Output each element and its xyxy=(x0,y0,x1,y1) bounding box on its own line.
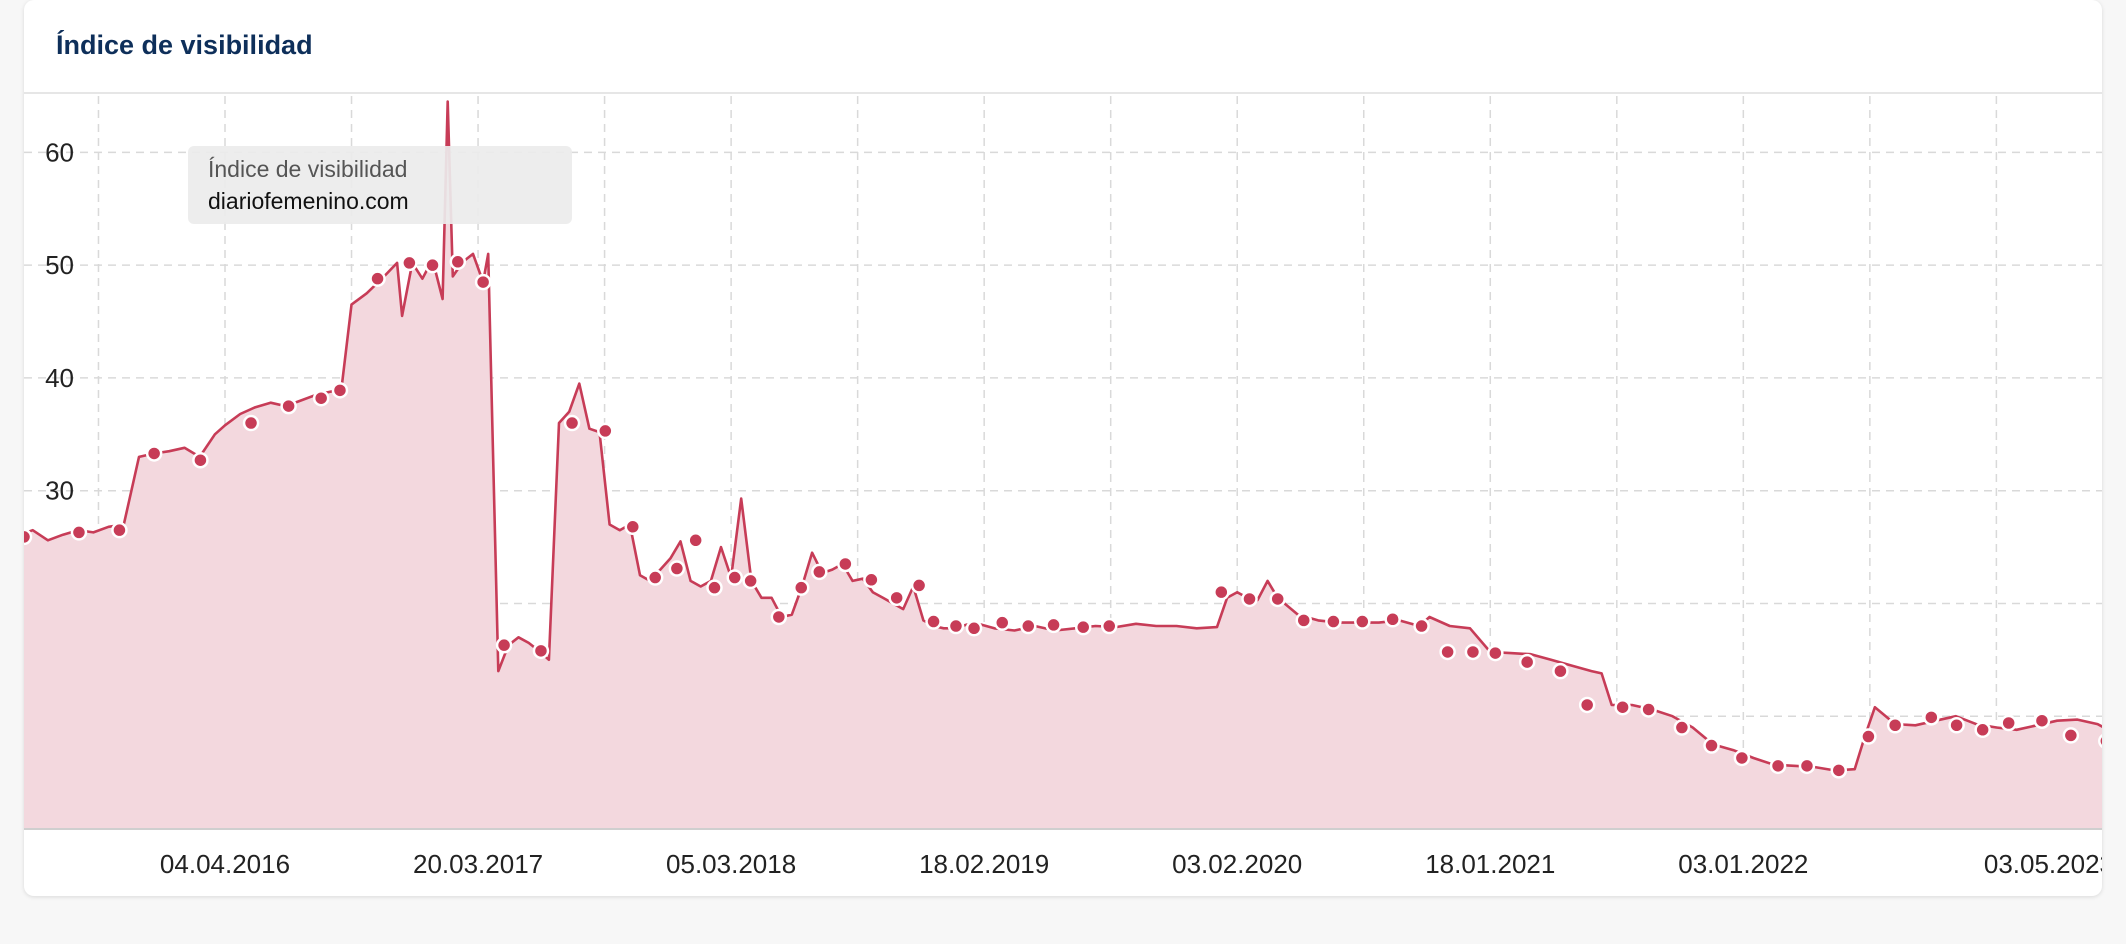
data-point xyxy=(1703,737,1720,754)
data-point xyxy=(2033,712,2051,729)
x-tick-label: 03.01.2022 xyxy=(1678,849,1808,879)
data-point xyxy=(424,256,441,274)
data-point xyxy=(1578,696,1596,714)
data-point xyxy=(111,521,128,539)
data-point xyxy=(811,563,828,581)
data-point xyxy=(474,273,492,291)
data-point xyxy=(742,572,759,590)
visibility-chart[interactable]: 10203040506004.04.201620.03.201705.03.20… xyxy=(24,0,2102,896)
data-point xyxy=(687,532,704,549)
data-point xyxy=(495,636,513,654)
data-point xyxy=(668,560,686,577)
data-point xyxy=(1213,583,1230,601)
y-tick-label: 30 xyxy=(45,476,74,506)
x-tick-label: 04.04.2016 xyxy=(160,849,290,879)
x-tick-label: 18.01.2021 xyxy=(1425,849,1555,879)
data-point xyxy=(1860,728,1877,745)
data-point xyxy=(1640,701,1657,718)
data-point xyxy=(1020,617,1037,635)
data-point xyxy=(369,270,386,287)
x-tick-label: 03.05.2023 xyxy=(1984,849,2102,879)
data-point xyxy=(1354,613,1371,630)
data-point xyxy=(624,518,642,536)
data-point xyxy=(1733,749,1751,767)
data-point xyxy=(947,617,965,635)
series-area xyxy=(24,101,2102,829)
card-title: Índice de visibilidad xyxy=(56,30,313,60)
data-point xyxy=(1552,662,1569,680)
data-point xyxy=(280,397,297,415)
y-tick-label: 50 xyxy=(45,250,74,280)
x-tick-label: 05.03.2018 xyxy=(666,849,796,879)
x-tick-label: 03.02.2020 xyxy=(1172,849,1302,879)
data-point xyxy=(1830,762,1848,779)
data-point xyxy=(706,579,723,596)
tooltip-domain: diariofemenino.com xyxy=(208,188,409,214)
x-tick-label: 18.02.2019 xyxy=(919,849,1049,879)
data-point xyxy=(993,614,1011,631)
data-point xyxy=(1384,610,1401,628)
data-point xyxy=(2098,733,2102,749)
data-point xyxy=(1487,644,1504,662)
data-point xyxy=(2062,727,2080,744)
y-tick-label: 60 xyxy=(45,137,74,167)
data-point xyxy=(792,579,810,596)
data-point xyxy=(1886,717,1904,734)
series-line xyxy=(24,100,2102,772)
data-point xyxy=(449,253,467,271)
data-point xyxy=(1325,613,1342,630)
data-point xyxy=(1413,617,1430,635)
data-point xyxy=(1948,717,1965,734)
data-point xyxy=(312,389,330,407)
x-tick-label: 20.03.2017 xyxy=(413,849,543,879)
data-point xyxy=(145,445,163,462)
data-point xyxy=(1101,617,1118,635)
data-point xyxy=(242,414,260,432)
data-point xyxy=(1518,653,1536,671)
data-point xyxy=(1269,590,1286,608)
data-point xyxy=(1241,590,1258,608)
data-point xyxy=(563,414,581,432)
data-point xyxy=(70,524,88,541)
data-point xyxy=(331,382,349,399)
data-point xyxy=(2000,714,2017,732)
tooltip-series-label: Índice de visibilidad xyxy=(208,156,408,182)
data-point xyxy=(1439,643,1456,661)
data-point xyxy=(837,555,854,573)
data-point xyxy=(726,569,743,586)
data-point xyxy=(24,528,33,546)
data-point xyxy=(925,613,942,630)
data-point xyxy=(1974,721,1991,739)
data-point xyxy=(1614,698,1631,716)
data-point xyxy=(597,422,614,440)
data-point xyxy=(1673,719,1691,736)
data-point xyxy=(965,620,983,637)
data-point xyxy=(1295,612,1312,629)
data-point xyxy=(910,577,928,594)
data-point xyxy=(770,608,788,626)
data-point xyxy=(1464,643,1482,661)
data-point xyxy=(1798,757,1816,775)
data-point xyxy=(1074,618,1092,636)
data-point xyxy=(646,569,664,586)
data-point xyxy=(888,589,905,607)
data-point xyxy=(1923,709,1940,726)
y-tick-label: 40 xyxy=(45,363,74,393)
data-point xyxy=(192,451,209,469)
data-point xyxy=(863,571,880,589)
visibility-card: Índice de visibilidad 10203040506004.04.… xyxy=(24,0,2102,896)
chart-tooltip: Índice de visibilidad diariofemenino.com xyxy=(188,146,572,224)
data-point xyxy=(532,642,550,660)
data-point xyxy=(401,254,418,272)
data-point xyxy=(1769,757,1787,775)
card-header: Índice de visibilidad xyxy=(24,0,2102,94)
data-point xyxy=(1045,616,1062,634)
